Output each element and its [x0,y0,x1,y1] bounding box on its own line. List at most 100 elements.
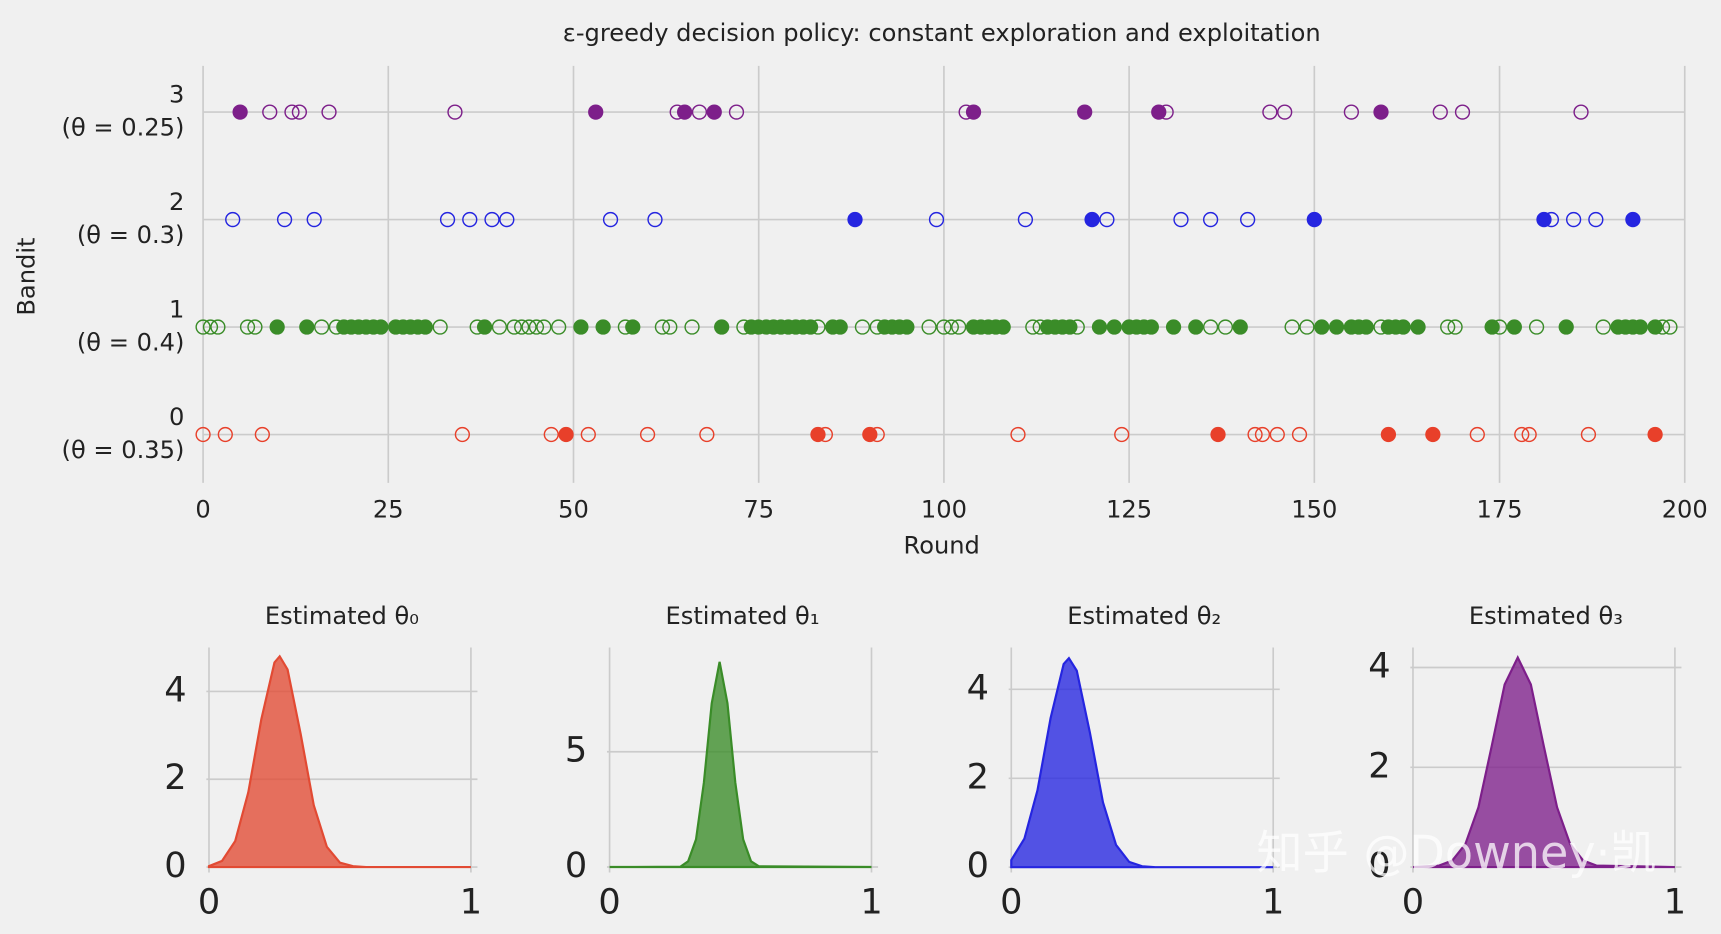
marker [514,319,530,335]
marker [1091,319,1108,335]
y-tick-label: 0 [169,403,184,431]
x-tick-label: 1 [1262,881,1284,922]
marker [1240,211,1256,228]
marker [832,319,848,335]
y-tick-note: (θ = 0.35) [62,436,185,464]
marker [1506,319,1522,335]
marker [1025,319,1041,335]
chart-title: ε-greedy decision policy: constant explo… [563,19,1321,47]
y-tick-note: (θ = 0.4) [77,329,185,357]
panel-title: Estimated θ₀ [265,602,419,630]
marker [506,319,522,335]
marker [602,211,619,228]
marker [691,104,708,120]
marker [1432,104,1448,120]
marker [269,319,285,335]
y-tick-label: 2 [164,757,186,798]
marker [625,319,641,335]
marker [225,211,241,228]
marker [1188,319,1204,335]
y-tick-label: 1 [169,296,184,324]
marker [1425,426,1441,443]
marker [543,426,559,443]
marker [951,319,967,335]
marker [802,319,819,335]
marker [943,319,959,335]
marker [728,104,745,120]
marker [417,319,433,335]
marker [1647,426,1663,443]
marker [1521,426,1537,443]
marker [1173,211,1189,228]
y-tick-label: 0 [967,845,989,886]
marker [1232,319,1248,335]
marker [1632,319,1648,335]
marker [1558,319,1574,335]
marker [432,319,448,335]
marker [1077,104,1093,120]
marker [1454,104,1471,120]
y-tick-label: 5 [565,730,587,771]
marker [1469,426,1485,443]
marker [1588,211,1604,228]
marker [447,104,463,120]
marker [299,319,315,335]
marker [1151,104,1167,120]
marker [847,211,863,228]
x-tick-label: 50 [558,495,589,523]
marker [1277,104,1293,120]
density-area [1412,655,1675,869]
marker [1358,319,1374,335]
x-tick-label: 0 [195,495,210,523]
y-tick-note: (θ = 0.25) [62,114,185,142]
marker [1625,211,1641,228]
marker [1536,211,1552,228]
marker [1343,104,1359,120]
marker [195,319,211,335]
marker [1143,319,1159,335]
y-axis-label: Bandit [12,238,40,316]
marker [928,211,945,228]
marker [462,211,478,228]
marker [1595,319,1611,335]
marker [521,319,537,335]
marker [1573,104,1589,120]
marker [965,104,982,120]
marker [491,319,508,335]
y-tick-label: 0 [565,845,587,886]
marker [936,319,952,335]
marker [654,319,671,335]
marker [1306,211,1322,228]
marker [1514,426,1530,443]
panel-title: Estimated θ₃ [1469,602,1623,630]
x-axis-label: Round [904,532,980,560]
marker [647,211,663,228]
marker [1017,211,1034,228]
marker [1373,104,1389,120]
marker [262,104,278,120]
x-tick-label: 1 [460,881,482,922]
marker [306,211,322,228]
marker [454,426,470,443]
marker [232,104,248,120]
x-tick-label: 175 [1477,495,1523,523]
marker [1210,426,1226,443]
x-tick-label: 75 [743,495,774,523]
marker [580,426,596,443]
marker [1410,319,1426,335]
marker [1062,319,1078,335]
marker [276,211,293,228]
x-tick-label: 0 [1000,881,1022,922]
marker [1269,426,1285,443]
y-tick-label: 3 [169,81,184,109]
marker [284,104,300,120]
marker [217,426,233,443]
marker [1580,426,1597,443]
marker [1380,426,1397,443]
marker [1662,319,1678,335]
marker [1106,319,1122,335]
marker [210,319,226,335]
marker [484,211,500,228]
marker [1202,211,1219,228]
marker [639,426,656,443]
